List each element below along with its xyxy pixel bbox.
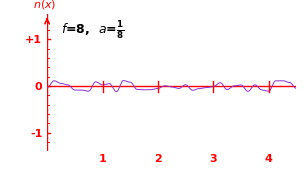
Text: $n(x)$: $n(x)$ — [33, 0, 57, 11]
Text: $x$: $x$ — [303, 81, 304, 91]
Text: $\mathbf{\mathit{f}}$=8,  $\mathbf{\mathit{a}}$=$\mathbf{\frac{1}{8}}$: $\mathbf{\mathit{f}}$=8, $\mathbf{\mathi… — [61, 19, 124, 41]
